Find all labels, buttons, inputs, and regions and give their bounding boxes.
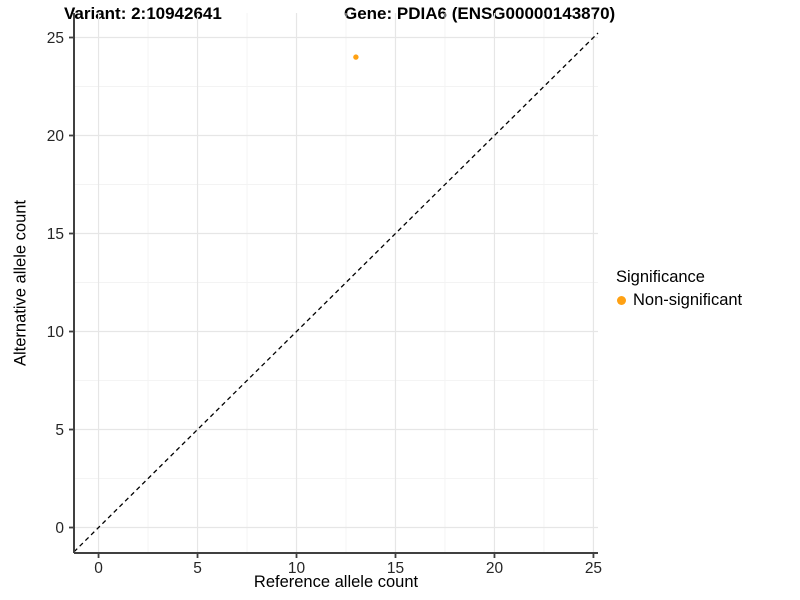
x-tick-label: 15 bbox=[387, 560, 404, 577]
y-tick-label: 0 bbox=[55, 520, 64, 537]
x-axis-title: Reference allele count bbox=[253, 573, 419, 591]
plot-title-variant: Variant: 2:10942641 bbox=[64, 4, 222, 23]
identity-line bbox=[73, 32, 599, 553]
y-tick-label: 20 bbox=[47, 128, 65, 145]
plot-title-gene: Gene: PDIA6 (ENSG00000143870) bbox=[344, 4, 616, 23]
legend-item: Non-significant bbox=[616, 291, 742, 310]
data-point bbox=[353, 54, 359, 60]
x-tick-label: 5 bbox=[193, 560, 202, 577]
y-tick-label: 10 bbox=[47, 324, 65, 341]
x-tick-label: 25 bbox=[585, 560, 602, 577]
x-tick-label: 20 bbox=[486, 560, 504, 577]
y-tick-label: 5 bbox=[55, 422, 64, 439]
y-tick-label: 15 bbox=[47, 226, 64, 243]
legend-item-label: Non-significant bbox=[633, 291, 743, 309]
legend-key-dot-icon bbox=[617, 296, 626, 305]
x-tick-label: 0 bbox=[94, 560, 103, 577]
legend-title: Significance bbox=[616, 268, 705, 286]
y-axis-title: Alternative allele count bbox=[11, 199, 30, 367]
x-tick-label: 10 bbox=[288, 560, 306, 577]
legend: Significance Non-significant bbox=[616, 268, 742, 310]
y-tick-label: 25 bbox=[47, 30, 64, 47]
